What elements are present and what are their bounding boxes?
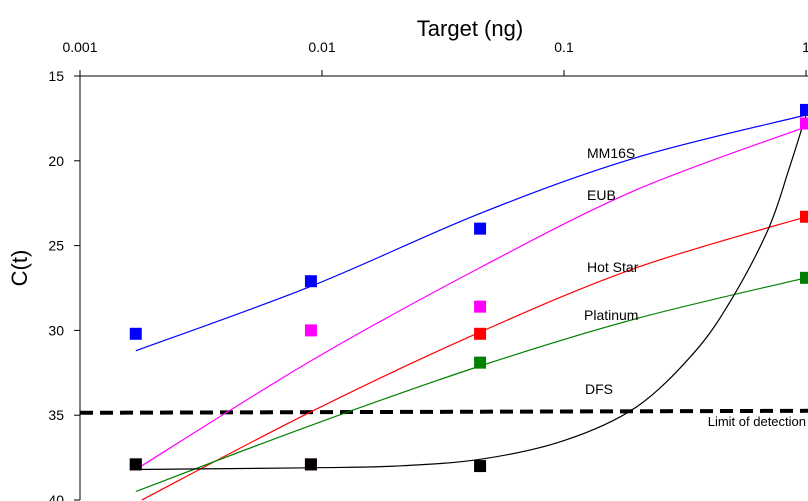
x-tick-label: 1 [802, 39, 808, 55]
fit-line-mm16s [136, 115, 806, 351]
series-label-platinum: Platinum [584, 307, 638, 323]
series-labels: MM16S EUB Hot Star Platinum DFS [584, 145, 639, 397]
data-point-platinum [474, 357, 486, 369]
fit-line-dfs [136, 115, 806, 470]
x-axis-title: Target (ng) [417, 16, 523, 41]
data-point-hot-star [800, 211, 808, 223]
limit-of-detection: Limit of detection [80, 411, 808, 429]
data-points [130, 104, 808, 472]
data-point-hot-star [474, 328, 486, 340]
data-point-dfs [130, 458, 142, 470]
y-tick-label: 20 [48, 153, 64, 169]
x-tick-label: 0.001 [62, 39, 97, 55]
fit-line-eub [136, 127, 806, 470]
data-point-dfs [474, 460, 486, 472]
series-label-hot-star: Hot Star [587, 259, 639, 275]
x-tick-label: 0.1 [554, 39, 574, 55]
y-tick-label: 15 [48, 68, 64, 84]
data-point-mm16s [800, 104, 808, 116]
data-point-platinum [800, 272, 808, 284]
series-label-dfs: DFS [585, 381, 613, 397]
data-point-eub [474, 301, 486, 313]
y-axis-title: C(t) [7, 250, 32, 287]
series-label-eub: EUB [587, 187, 616, 203]
data-point-eub [800, 117, 808, 129]
data-point-eub [305, 324, 317, 336]
y-tick-label: 40 [48, 492, 64, 501]
fit-line-platinum [136, 278, 806, 492]
axes: 0.001 0.01 0.1 1 15 20 25 30 35 40 [48, 39, 808, 501]
y-tick-label: 25 [48, 238, 64, 254]
fit-line-hot-star [142, 217, 806, 500]
fit-lines [136, 115, 806, 500]
limit-of-detection-label: Limit of detection [708, 414, 806, 429]
data-point-mm16s [474, 223, 486, 235]
limit-of-detection-line [80, 411, 808, 413]
data-point-mm16s [305, 275, 317, 287]
data-point-mm16s [130, 328, 142, 340]
y-tick-label: 30 [48, 322, 64, 338]
x-tick-label: 0.01 [308, 39, 335, 55]
data-point-dfs [305, 458, 317, 470]
y-tick-label: 35 [48, 407, 64, 423]
series-label-mm16s: MM16S [587, 145, 635, 161]
